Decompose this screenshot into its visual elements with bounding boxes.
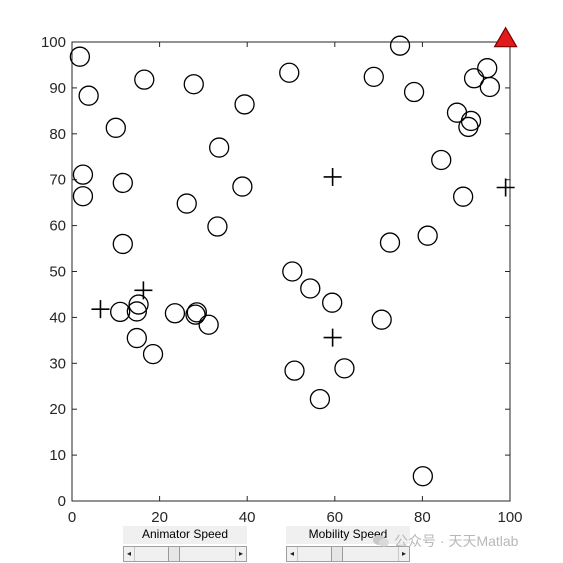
mobility-speed-slider-thumb[interactable] — [331, 547, 344, 561]
data-point-circle — [417, 225, 438, 246]
x-tick-label: 100 — [497, 509, 522, 525]
data-point-circle — [126, 301, 147, 322]
animator-speed-label: Animator Speed — [123, 526, 247, 544]
data-point-circle — [300, 278, 321, 299]
data-point-circle — [452, 186, 474, 207]
y-tick-label: 10 — [49, 447, 66, 464]
x-tick-label: 0 — [68, 509, 76, 525]
animator-speed-slider[interactable]: ◂ ▸ — [123, 546, 247, 562]
data-point-circle — [185, 304, 206, 325]
data-point-circle — [363, 66, 384, 88]
data-point-circle — [371, 309, 392, 330]
data-point-circle — [186, 302, 207, 323]
data-point-circle — [78, 85, 99, 106]
data-point-circle — [110, 301, 131, 323]
data-point-circle — [126, 327, 147, 349]
data-point-circle — [284, 360, 305, 381]
y-tick-label: 30 — [49, 355, 66, 372]
data-point-triangle — [493, 26, 518, 48]
plot-marks — [69, 26, 518, 487]
data-point-circle — [322, 292, 343, 313]
y-tick-label: 90 — [49, 80, 66, 97]
y-tick-label: 0 — [58, 493, 66, 510]
data-point-circle — [403, 81, 425, 103]
data-point-circle — [209, 137, 230, 158]
data-point-plus — [323, 167, 342, 186]
animator-speed-slider-thumb[interactable] — [168, 547, 181, 561]
data-point-circle — [105, 117, 126, 138]
animator-speed-right-arrow-icon[interactable]: ▸ — [235, 547, 246, 561]
data-point-circle — [431, 149, 452, 171]
data-point-circle — [389, 35, 411, 56]
data-point-circle — [309, 388, 331, 410]
animator-speed-control: Animator Speed ◂ ▸ — [123, 526, 247, 562]
data-point-circle — [112, 172, 133, 194]
data-point-circle — [112, 233, 133, 255]
axes: 0 20 40 60 80 100 0 10 20 30 40 50 60 70 80 90 100 — [41, 34, 523, 525]
data-point-circle — [69, 46, 91, 67]
x-tick-label: 20 — [151, 509, 168, 525]
data-point-circle — [334, 358, 355, 379]
x-tick-label: 80 — [414, 509, 431, 525]
data-point-circle — [207, 216, 228, 237]
mobility-speed-right-arrow-icon[interactable]: ▸ — [398, 547, 409, 561]
data-point-circle — [379, 232, 401, 253]
data-point-circle — [282, 261, 303, 282]
x-tick-label: 60 — [326, 509, 343, 525]
x-tick-label: 40 — [239, 509, 256, 525]
data-point-circle — [234, 94, 255, 115]
data-point-circle — [72, 164, 94, 185]
data-point-circle — [142, 343, 164, 365]
watermark-text: 公众号 · 天天Matlab — [394, 533, 519, 549]
data-point-plus — [496, 178, 515, 197]
data-point-circle — [412, 466, 433, 487]
data-point-circle — [128, 294, 149, 315]
data-point-circle — [164, 303, 186, 324]
data-point-plus — [134, 281, 153, 300]
data-point-circle — [183, 74, 204, 95]
data-point-circle — [134, 69, 155, 90]
data-point-plus — [91, 300, 110, 319]
data-point-circle — [198, 314, 219, 335]
data-point-circle — [463, 68, 485, 89]
y-tick-label: 80 — [49, 126, 66, 143]
data-point-circle — [232, 176, 253, 197]
wechat-logo-icon — [373, 535, 389, 547]
axes-box — [71, 41, 511, 502]
mobility-speed-slider[interactable]: ◂ ▸ — [286, 546, 410, 562]
mobility-speed-left-arrow-icon[interactable]: ◂ — [287, 547, 298, 561]
data-point-plus — [323, 328, 342, 347]
data-point-circle — [279, 62, 300, 83]
data-point-circle — [460, 110, 482, 132]
y-tick-label: 100 — [41, 34, 66, 51]
scatter-plot: 0 20 40 60 80 100 0 10 20 30 40 50 60 70 80 90 100 — [41, 26, 523, 525]
y-tick-label: 70 — [49, 172, 66, 189]
data-point-circle — [477, 58, 498, 79]
data-point-circle — [479, 76, 501, 98]
animator-speed-left-arrow-icon[interactable]: ◂ — [124, 547, 135, 561]
y-tick-label: 50 — [49, 264, 66, 281]
watermark: 公众号 · 天天Matlab — [372, 530, 518, 552]
y-tick-label: 60 — [49, 218, 66, 235]
data-point-circle — [72, 186, 94, 207]
y-tick-label: 40 — [49, 309, 66, 326]
data-point-circle — [176, 193, 197, 214]
y-tick-label: 20 — [49, 401, 66, 418]
